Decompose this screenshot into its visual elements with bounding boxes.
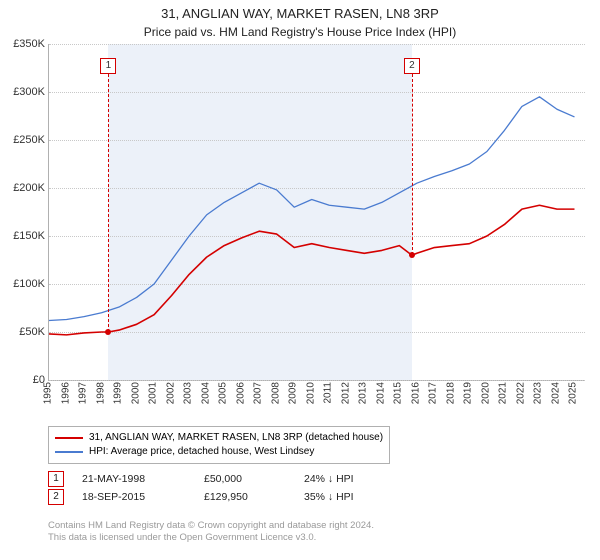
sale-date: 18-SEP-2015 [82,491,204,503]
x-tick-label: 2004 [200,382,211,404]
x-tick-label: 2022 [515,382,526,404]
sales-table: 1 21-MAY-1998£50,00024% ↓ HPI 2 18-SEP-2015… [48,470,584,506]
x-tick-label: 2025 [568,382,579,404]
sale-price: £50,000 [204,473,304,485]
x-tick-label: 2000 [130,382,141,404]
sale-marker: 2 [48,489,64,505]
y-tick-label: £300K [1,86,45,98]
x-tick-label: 2023 [533,382,544,404]
legend-swatch [55,451,83,453]
marker-box: 1 [100,58,116,74]
legend-label: HPI: Average price, detached house, West… [89,445,314,459]
x-tick-label: 2020 [480,382,491,404]
y-tick-label: £50K [1,326,45,338]
sale-delta: 24% ↓ HPI [304,473,354,485]
x-tick-label: 1997 [78,382,89,404]
x-tick-label: 2008 [270,382,281,404]
sale-row: 1 21-MAY-1998£50,00024% ↓ HPI [48,470,584,488]
x-tick-label: 2016 [410,382,421,404]
x-tick-label: 2010 [305,382,316,404]
x-tick-label: 2024 [550,382,561,404]
x-tick-label: 2015 [393,382,404,404]
chart-plot-area: £0£50K£100K£150K£200K£250K£300K£350K12 [48,44,585,381]
x-tick-label: 2002 [165,382,176,404]
legend: 31, ANGLIAN WAY, MARKET RASEN, LN8 3RP (… [48,426,390,464]
x-tick-label: 2005 [218,382,229,404]
page-subtitle: Price paid vs. HM Land Registry's House … [0,21,600,43]
sale-row: 2 18-SEP-2015£129,95035% ↓ HPI [48,488,584,506]
legend-swatch [55,437,83,439]
marker-line [412,74,413,255]
x-tick-label: 2003 [183,382,194,404]
x-tick-label: 2013 [358,382,369,404]
y-tick-label: £100K [1,278,45,290]
page-title: 31, ANGLIAN WAY, MARKET RASEN, LN8 3RP [0,0,600,21]
footer-note: Contains HM Land Registry data © Crown c… [48,520,584,544]
marker-line [108,74,109,332]
sale-dot [409,252,415,258]
y-tick-label: £350K [1,38,45,50]
x-axis-labels: 1995199619971998199920002001200220032004… [48,382,584,422]
marker-box: 2 [404,58,420,74]
x-tick-label: 2018 [445,382,456,404]
y-tick-label: £0 [1,374,45,386]
sale-delta: 35% ↓ HPI [304,491,354,503]
x-tick-label: 2009 [288,382,299,404]
footer-line-2: This data is licensed under the Open Gov… [48,532,584,544]
series-hpi [49,97,574,321]
x-tick-label: 2011 [323,382,334,404]
x-tick-label: 2007 [253,382,264,404]
x-tick-label: 1996 [60,382,71,404]
x-tick-label: 2001 [148,382,159,404]
x-tick-label: 2019 [463,382,474,404]
sale-marker: 1 [48,471,64,487]
sale-price: £129,950 [204,491,304,503]
x-tick-label: 2006 [235,382,246,404]
x-tick-label: 2012 [340,382,351,404]
legend-item: HPI: Average price, detached house, West… [55,445,383,459]
sale-dot [105,329,111,335]
x-tick-label: 1998 [95,382,106,404]
y-tick-label: £250K [1,134,45,146]
legend-label: 31, ANGLIAN WAY, MARKET RASEN, LN8 3RP (… [89,431,383,445]
x-tick-label: 2021 [498,382,509,404]
y-tick-label: £200K [1,182,45,194]
series-property [49,205,574,335]
x-tick-label: 1995 [43,382,54,404]
x-tick-label: 2014 [375,382,386,404]
sale-date: 21-MAY-1998 [82,473,204,485]
y-tick-label: £150K [1,230,45,242]
x-tick-label: 1999 [113,382,124,404]
legend-item: 31, ANGLIAN WAY, MARKET RASEN, LN8 3RP (… [55,431,383,445]
footer-line-1: Contains HM Land Registry data © Crown c… [48,520,584,532]
x-tick-label: 2017 [428,382,439,404]
